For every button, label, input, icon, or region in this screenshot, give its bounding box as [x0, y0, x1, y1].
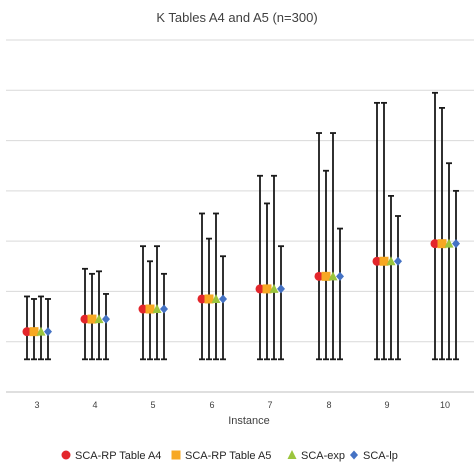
x-tick-label: 3	[34, 400, 39, 410]
legend-marker-triangle	[287, 450, 297, 459]
marker-triangle	[386, 256, 396, 266]
marker-square	[29, 327, 39, 337]
x-tick-label: 10	[440, 400, 450, 410]
marker-triangle	[211, 293, 221, 303]
marker-circle	[197, 294, 207, 304]
marker-triangle	[94, 314, 104, 324]
x-tick-label: 8	[326, 400, 331, 410]
marker-square	[321, 271, 331, 281]
marker-square	[379, 256, 389, 266]
x-tick-label: 5	[150, 400, 155, 410]
marker-circle	[430, 239, 440, 249]
legend-marker-square	[171, 450, 181, 460]
x-axis: 3 4 5 6 7 8 9 10	[34, 400, 450, 410]
marker-circle	[372, 256, 382, 266]
marker-triangle	[36, 326, 46, 336]
marker-circle	[80, 314, 90, 324]
chart-title: K Tables A4 and A5 (n=300)	[156, 10, 317, 25]
legend: SCA-RP Table A4 SCA-RP Table A5 SCA-exp SCA…	[61, 450, 398, 462]
error-bars	[24, 91, 459, 361]
x-tick-label: 7	[267, 400, 272, 410]
marker-diamond	[219, 294, 227, 304]
marker-diamond	[394, 256, 402, 266]
legend-label: SCA-lp	[363, 450, 398, 462]
gridlines	[6, 39, 474, 393]
marker-square	[262, 284, 272, 294]
legend-marker-diamond	[350, 450, 358, 460]
marker-triangle	[269, 283, 279, 293]
x-tick-label: 4	[92, 400, 97, 410]
marker-diamond	[160, 304, 168, 314]
marker-circle	[22, 327, 32, 337]
marker-circle	[255, 284, 265, 294]
x-tick-label: 9	[384, 400, 389, 410]
marker-square	[204, 294, 214, 304]
legend-label: SCA-RP Table A5	[185, 450, 271, 462]
legend-label: SCA-exp	[301, 450, 345, 462]
data-markers	[22, 238, 460, 337]
marker-square	[437, 239, 447, 249]
marker-diamond	[277, 284, 285, 294]
marker-triangle	[328, 271, 338, 281]
x-tick-label: 6	[209, 400, 214, 410]
marker-triangle	[444, 238, 454, 248]
marker-circle	[138, 304, 148, 314]
marker-diamond	[102, 314, 110, 324]
marker-diamond	[452, 239, 460, 249]
legend-marker-circle	[61, 450, 71, 460]
marker-diamond	[336, 271, 344, 281]
marker-circle	[314, 271, 324, 281]
marker-triangle	[152, 304, 162, 314]
x-axis-label: Instance	[228, 415, 270, 427]
marker-square	[87, 314, 97, 324]
legend-label: SCA-RP Table A4	[75, 450, 161, 462]
marker-square	[145, 304, 155, 314]
marker-diamond	[44, 327, 52, 337]
